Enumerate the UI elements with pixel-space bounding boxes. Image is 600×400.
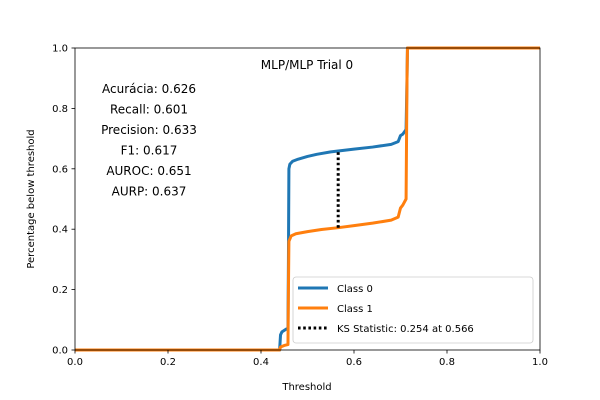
- x-tick-label: 0.6: [346, 357, 362, 368]
- plot-frame: [74, 47, 541, 351]
- y-tick-label: 1.0: [52, 44, 68, 55]
- legend-label-ks-statistic: KS Statistic: 0.254 at 0.566: [337, 324, 474, 335]
- y-tick-label: 0.2: [52, 285, 68, 296]
- legend-label-class-0: Class 0: [337, 284, 373, 295]
- chart-title: MLP/MLP Trial 0: [261, 58, 353, 72]
- y-tick-label: 0.8: [52, 104, 68, 115]
- x-tick-label: 0.0: [67, 357, 83, 368]
- x-tick-label: 0.2: [160, 357, 176, 368]
- y-axis-label: Percentage below threshold: [26, 129, 37, 268]
- metric-text: AURP: 0.637: [112, 185, 187, 199]
- legend-box: [292, 276, 534, 344]
- legend-label-class-1: Class 1: [337, 304, 373, 315]
- x-tick-label: 0.8: [439, 357, 455, 368]
- y-tick-label: 0.0: [52, 346, 68, 357]
- x-axis-label: Threshold: [281, 382, 331, 393]
- metric-text: Acurácia: 0.626: [102, 82, 196, 96]
- x-tick-label: 0.4: [253, 357, 269, 368]
- series-line-class-1: [75, 46, 540, 352]
- series-line-class-0: [75, 46, 540, 352]
- metric-text: AUROC: 0.651: [106, 164, 191, 178]
- y-tick-label: 0.4: [52, 225, 68, 236]
- legend: Class 0 Class 1 KS Statistic: 0.254 at 0…: [292, 276, 534, 344]
- metric-text: F1: 0.617: [121, 144, 178, 158]
- metric-text: Precision: 0.633: [101, 123, 197, 137]
- y-tick-label: 0.6: [52, 164, 68, 175]
- x-tick-label: 1.0: [532, 357, 548, 368]
- metrics-block: Acurácia: 0.626 Recall: 0.601 Precision: 0…: [101, 82, 197, 199]
- metric-text: Recall: 0.601: [110, 103, 188, 117]
